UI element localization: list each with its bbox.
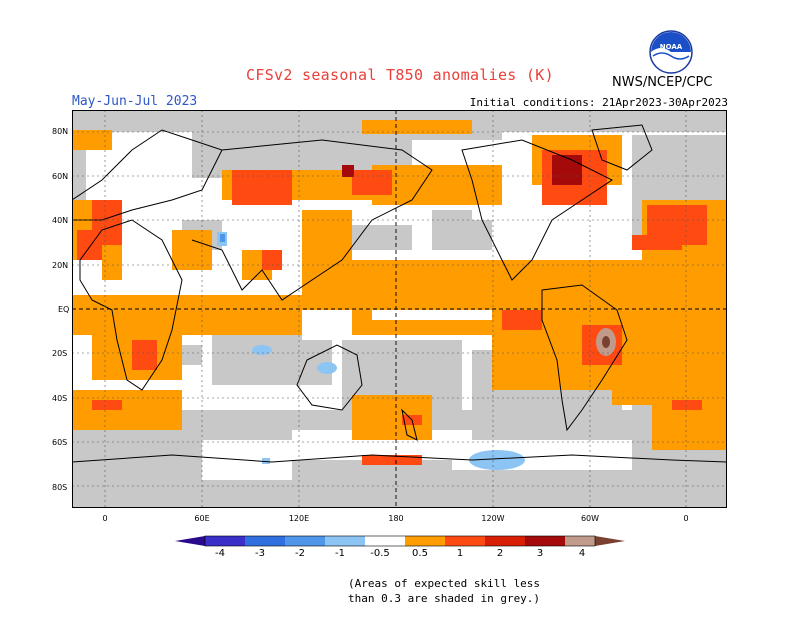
lat-label: EQ [58,305,70,314]
anomaly-map [72,110,727,508]
africa-coast [79,219,183,391]
australia-coast [296,344,363,411]
skill-note: (Areas of expected skill less than 0.3 a… [348,576,540,606]
lon-label: 60W [580,514,600,523]
legend-label: -2 [295,548,305,559]
lon-label: 180 [388,514,404,523]
lon-label: 0 [683,514,689,523]
south-america-coast [541,284,628,432]
legend-label: -3 [255,548,265,559]
legend-label: 3 [536,548,544,559]
legend-label: -0.5 [370,548,390,559]
skill-note-line: than 0.3 are shaded in grey.) [348,592,541,605]
lon-label: 120E [288,514,310,523]
color-legend [175,535,625,547]
logo-text: NOAA [660,43,683,51]
lat-label: 60N [52,172,69,181]
nz-coast [401,408,418,441]
lat-label: 20S [52,349,68,358]
skill-note-line: (Areas of expected skill less [348,577,541,590]
north-america-coast [461,139,613,281]
lat-label: 40S [52,394,68,403]
legend-swatch-m1-m05 [325,536,365,546]
legend-swatch-p3-p4 [525,536,565,546]
legend-swatch-m2-m1 [285,536,325,546]
antarctica-coast [72,454,727,463]
noaa-logo: NOAA [649,30,693,74]
legend-label: 1 [456,548,464,559]
legend-swatch-p05-p1 [405,536,445,546]
legend-swatch-neutral [365,536,405,546]
legend-label: 4 [578,548,586,559]
legend-swatch-p1-p2 [445,536,485,546]
map-title: CFSv2 seasonal T850 anomalies (K) [246,66,554,84]
graticule [72,110,727,508]
legend-swatch-m4-m3 [205,536,245,546]
lat-label: 80S [52,483,68,492]
lon-label: 60E [194,514,210,523]
legend-label: -1 [335,548,345,559]
initial-conditions: Initial conditions: 21Apr2023-30Apr2023 [469,96,728,109]
legend-label: -4 [215,548,225,559]
legend-label: 0.5 [412,548,428,559]
lat-label: 20N [52,261,69,270]
legend-swatch-gt-p5 [595,536,625,546]
lon-label: 0 [102,514,108,523]
legend-swatch-p2-p3 [485,536,525,546]
lat-label: 60S [52,438,68,447]
legend-label: 2 [496,548,504,559]
forecast-period: May-Jun-Jul 2023 [72,94,198,109]
legend-swatch-lt-m4 [175,536,205,546]
agency-label: NWS/NCEP/CPC [612,75,713,90]
greenland-coast [591,124,653,171]
lat-label: 80N [52,127,69,136]
lon-label: 120W [481,514,505,523]
legend-swatch-m3-m2 [245,536,285,546]
asia-coast [191,139,433,301]
legend-swatch-p4-p5 [565,536,595,546]
lat-label: 40N [52,216,69,225]
